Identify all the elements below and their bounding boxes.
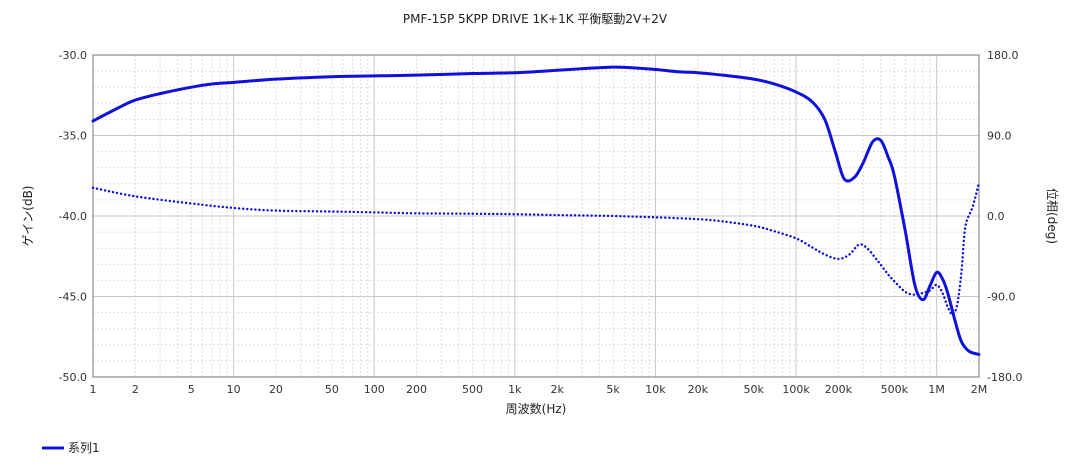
plot-area [92, 54, 980, 378]
x-tick-label: 200 [406, 383, 427, 396]
y-right-tick-label: 0.0 [987, 210, 1005, 223]
y-left-tick-label: -35.0 [59, 130, 87, 143]
gain-series-line [91, 65, 981, 356]
x-axis-title: 周波数(Hz) [506, 401, 567, 416]
x-tick-label: 1k [508, 383, 522, 396]
series-layer [91, 65, 981, 356]
x-tick-label: 50k [744, 383, 765, 396]
x-tick-label: 2 [132, 383, 139, 396]
y-left-tick-label: -50.0 [59, 371, 87, 384]
y-left-tick-label: -45.0 [59, 291, 87, 304]
y-axis-left: -30.0 -35.0 -40.0 -45.0 -50.0 [59, 49, 87, 384]
x-tick-label: 20k [688, 383, 709, 396]
legend-label: 系列1 [68, 441, 100, 455]
x-tick-label: 5 [188, 383, 195, 396]
y-axis-right-title: 位相(deg) [1045, 188, 1060, 244]
y-right-tick-label: 90.0 [987, 130, 1012, 143]
y-left-tick-label: -40.0 [59, 210, 87, 223]
y-right-tick-label: -180.0 [987, 371, 1022, 384]
x-tick-label: 500 [462, 383, 483, 396]
y-right-tick-label: 180.0 [987, 49, 1019, 62]
legend: 系列1 [42, 441, 100, 455]
x-tick-label: 100 [364, 383, 385, 396]
x-axis: 1 2 5 10 20 50 100 200 500 1k 2k 5k 10k 20k 50k 100k 200… [90, 383, 988, 396]
x-tick-label: 500k [881, 383, 909, 396]
x-tick-label: 10k [645, 383, 666, 396]
x-tick-label: 2M [971, 383, 988, 396]
x-tick-label: 10 [227, 383, 241, 396]
y-axis-right: 180.0 90.0 0.0 -90.0 -180.0 [987, 49, 1022, 384]
phase-series-line [91, 181, 981, 316]
y-left-tick-label: -30.0 [59, 49, 87, 62]
x-tick-label: 50 [325, 383, 339, 396]
x-tick-label: 100k [782, 383, 810, 396]
y-axis-left-title: ゲイン(dB) [21, 186, 35, 247]
chart-title: PMF-15P 5KPP DRIVE 1K+1K 平衡駆動2V+2V [403, 12, 668, 26]
x-tick-label: 20 [269, 383, 283, 396]
x-tick-label: 1 [90, 383, 97, 396]
x-tick-label: 200k [825, 383, 853, 396]
x-tick-label: 2k [550, 383, 564, 396]
x-tick-label: 5k [606, 383, 620, 396]
y-right-tick-label: -90.0 [987, 291, 1015, 304]
x-tick-label: 1M [928, 383, 945, 396]
grid [92, 54, 980, 378]
